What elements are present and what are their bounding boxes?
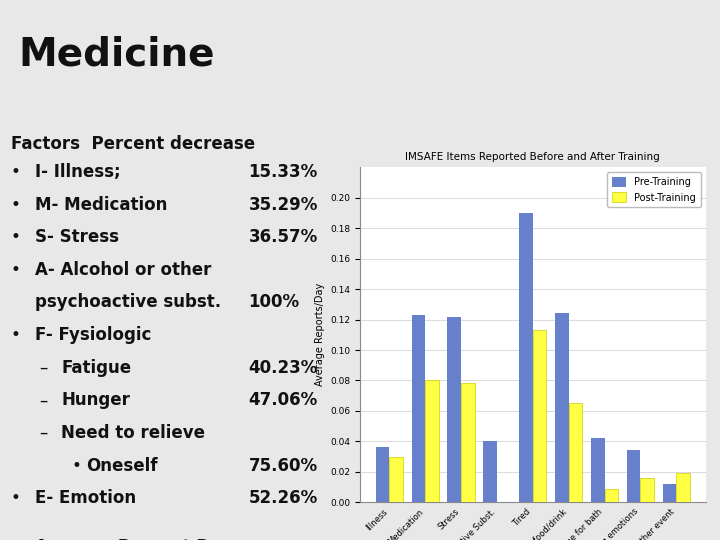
Text: Oneself: Oneself [86, 457, 158, 475]
Bar [676, 473, 690, 502]
Text: 15.33%: 15.33% [248, 163, 318, 181]
Text: A- Alcohol or other: A- Alcohol or other [35, 261, 211, 279]
Text: •: • [11, 538, 21, 540]
Bar [483, 441, 497, 502]
Text: psychoactive subst.: psychoactive subst. [35, 293, 221, 312]
Bar [461, 383, 474, 502]
Text: 52.26%: 52.26% [248, 489, 318, 507]
Text: 40.23%: 40.23% [248, 359, 318, 377]
Text: –: – [40, 392, 48, 409]
Bar [569, 403, 582, 502]
Bar [591, 438, 605, 502]
Text: 75.60%: 75.60% [248, 457, 318, 475]
Text: •: • [11, 228, 21, 246]
Text: •: • [11, 489, 21, 507]
Text: M- Medication: M- Medication [35, 195, 167, 213]
Bar [662, 484, 676, 502]
Text: Need to relieve: Need to relieve [61, 424, 205, 442]
Bar [376, 448, 390, 502]
Text: •: • [11, 163, 21, 181]
Text: •: • [72, 457, 82, 475]
Text: •: • [11, 326, 21, 344]
Bar [640, 478, 654, 502]
Text: Factors  Percent decrease: Factors Percent decrease [11, 135, 255, 153]
Text: S- Stress: S- Stress [35, 228, 119, 246]
Text: –: – [40, 424, 48, 442]
Text: F- Fysiologic: F- Fysiologic [35, 326, 151, 344]
Text: 35.29%: 35.29% [248, 195, 318, 213]
Bar [390, 456, 403, 502]
Bar [519, 213, 533, 502]
Text: –: – [40, 359, 48, 377]
Text: I- Illness;: I- Illness; [35, 163, 120, 181]
Text: Fatigue: Fatigue [61, 359, 131, 377]
Text: Average Percent Decrease: Average Percent Decrease [35, 538, 283, 540]
Bar [555, 314, 569, 502]
Bar [412, 315, 426, 502]
Text: Medicine: Medicine [18, 35, 215, 73]
Bar [627, 450, 640, 502]
Bar [605, 489, 618, 502]
Text: •: • [11, 261, 21, 279]
Text: Hunger: Hunger [61, 392, 130, 409]
Title: IMSAFE Items Reported Before and After Training: IMSAFE Items Reported Before and After T… [405, 152, 660, 163]
Text: 36.57%: 36.57% [248, 228, 318, 246]
Bar [447, 316, 461, 502]
Text: 47.06%: 47.06% [248, 392, 318, 409]
Y-axis label: Average Reports/Day: Average Reports/Day [315, 283, 325, 387]
Bar [533, 330, 546, 502]
Text: 100%: 100% [248, 293, 300, 312]
Legend: Pre-Training, Post-Training: Pre-Training, Post-Training [607, 172, 701, 207]
Text: •: • [11, 195, 21, 213]
Bar [426, 381, 438, 502]
Text: E- Emotion: E- Emotion [35, 489, 135, 507]
